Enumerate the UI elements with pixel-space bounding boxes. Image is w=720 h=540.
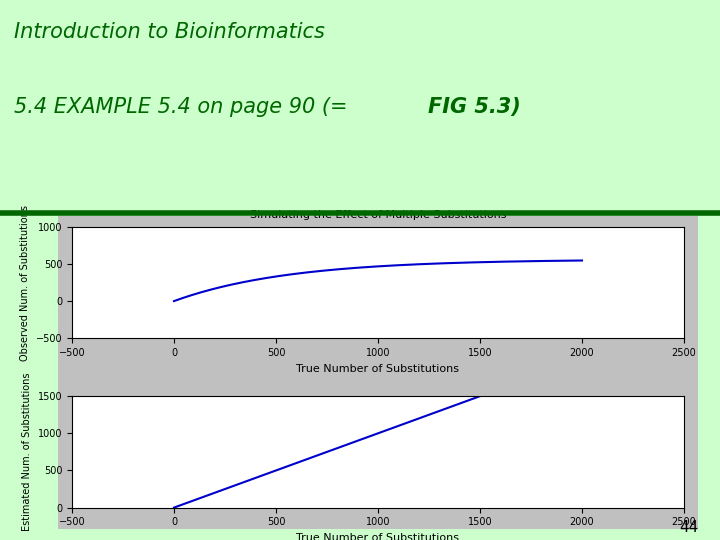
Text: Introduction to Bioinformatics: Introduction to Bioinformatics [14, 22, 325, 42]
Text: 5.4 EXAMPLE 5.4 on page 90 (=: 5.4 EXAMPLE 5.4 on page 90 (= [14, 97, 354, 117]
Title: Simulating the Effect of Multiple Substitutions: Simulating the Effect of Multiple Substi… [250, 211, 506, 220]
X-axis label: True Number of Substitutions: True Number of Substitutions [297, 363, 459, 374]
Text: 44: 44 [679, 519, 698, 535]
Text: FIG 5.3): FIG 5.3) [428, 97, 521, 117]
Y-axis label: Observed Num. of Substitutions: Observed Num. of Substitutions [20, 205, 30, 361]
X-axis label: True Number of Substitutions: True Number of Substitutions [297, 533, 459, 540]
Y-axis label: Estimated Num. of Substitutions: Estimated Num. of Substitutions [22, 373, 32, 531]
